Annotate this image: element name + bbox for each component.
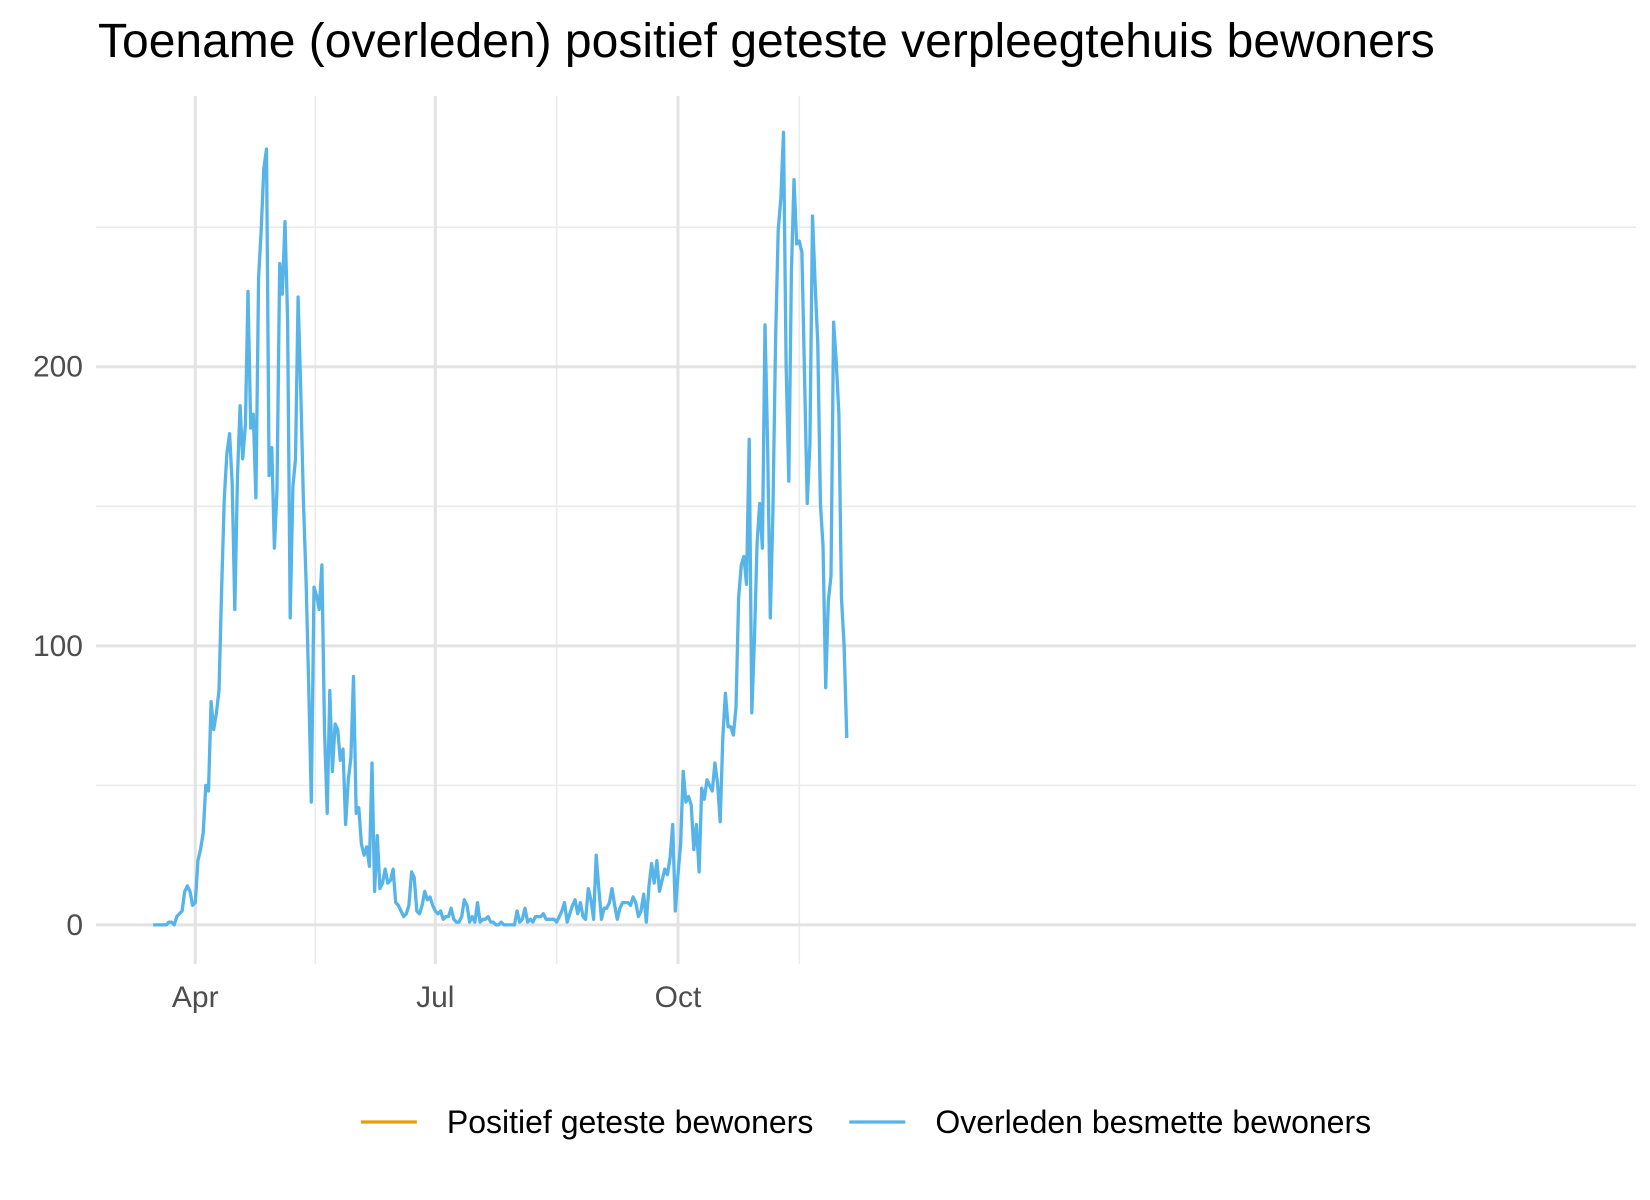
y-tick-label: 0 [66, 909, 83, 942]
legend-label: Positief geteste bewoners [447, 1104, 813, 1140]
chart-title: Toename (overleden) positief geteste ver… [98, 15, 1435, 68]
legend: Positief geteste bewoners Overleden besme… [360, 1104, 1371, 1140]
x-tick-label: Apr [172, 981, 219, 1014]
series-lines [153, 130, 849, 927]
x-axis-tick-labels: Apr Jul Oct [172, 981, 702, 1014]
y-axis-tick-labels: 0 100 200 [33, 351, 83, 942]
y-tick-label: 100 [33, 630, 83, 663]
legend-label: Overleden besmette bewoners [935, 1104, 1371, 1140]
series-line [153, 130, 849, 927]
x-tick-label: Oct [655, 981, 702, 1014]
y-tick-label: 200 [33, 351, 83, 384]
x-tick-label: Jul [416, 981, 454, 1014]
minor-gridlines [96, 96, 1636, 964]
major-gridlines [96, 96, 1636, 964]
